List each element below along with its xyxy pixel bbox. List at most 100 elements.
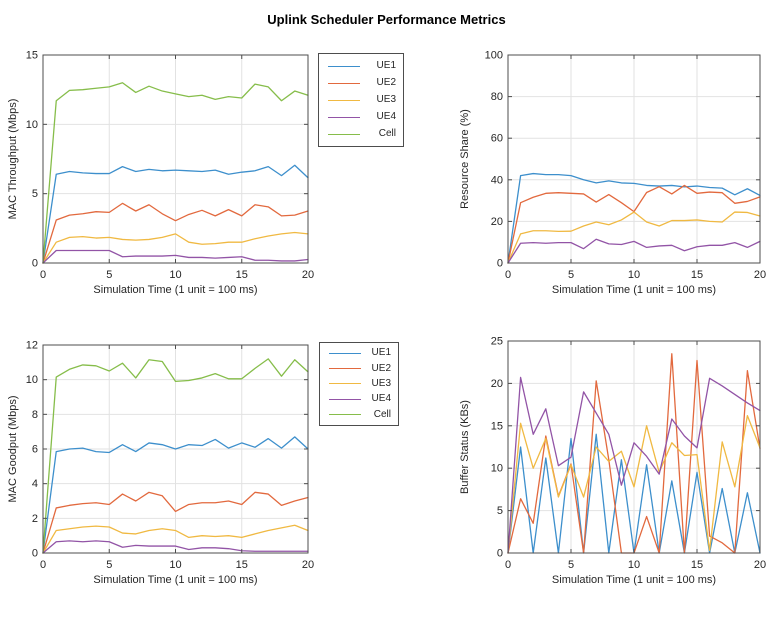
- legend-box-throughput: UE1 UE2 UE3 UE4 Cell: [318, 53, 404, 147]
- x-tick-label: 0: [505, 559, 511, 571]
- legend-label: UE1: [371, 347, 391, 359]
- legend-label: UE1: [376, 60, 396, 71]
- y-tick-label: 6: [32, 444, 38, 456]
- series-line-UE3: [42, 231, 309, 264]
- y-tick-label: 10: [26, 119, 38, 131]
- legend-line-sample: [328, 116, 360, 118]
- series-line-UE3: [42, 524, 309, 554]
- x-axis-label: Simulation Time (1 unit = 100 ms): [552, 574, 716, 586]
- y-axis-label: MAC Throughput (Mbps): [7, 99, 19, 220]
- series-line-UE4: [42, 249, 309, 264]
- y-tick-label: 12: [26, 340, 38, 352]
- x-tick-label: 10: [169, 559, 181, 571]
- series-line-UE1: [507, 172, 761, 264]
- legend-line-sample: [329, 368, 361, 370]
- legend-line-sample: [329, 383, 361, 385]
- plot-svg: 0 5 10 15 20 0 20 40 60 80 100 Simulation Time (1 u…: [459, 50, 766, 297]
- x-tick-label: 20: [754, 269, 766, 281]
- x-tick-label: 10: [628, 559, 640, 571]
- y-tick-label: 20: [491, 216, 503, 228]
- legend-label: Cell: [373, 408, 391, 420]
- legend-label: Cell: [378, 128, 396, 139]
- x-tick-label: 15: [691, 559, 703, 571]
- x-tick-label: 5: [106, 559, 112, 571]
- x-tick-label: 10: [628, 269, 640, 281]
- legend-line-sample: [328, 65, 360, 67]
- x-axis-label: Simulation Time (1 unit = 100 ms): [93, 284, 257, 296]
- legend-line-sample: [328, 133, 360, 135]
- chart-buffer-status: 0 5 10 15 20 0 5 10 15 20 25 Simulation Time (1 uni…: [420, 330, 773, 617]
- y-tick-label: 10: [491, 463, 503, 475]
- legend-item-UE2: UE2: [320, 362, 398, 374]
- legend-label: UE3: [376, 94, 396, 105]
- y-tick-label: 10: [26, 374, 38, 386]
- series-line-UE3: [507, 211, 761, 264]
- legend-label: UE4: [371, 393, 391, 405]
- legend-item-UE3: UE3: [319, 95, 403, 105]
- legend-line-sample: [329, 352, 361, 354]
- legend-item-Cell: Cell: [320, 408, 398, 420]
- legend-item-UE2: UE2: [319, 78, 403, 88]
- x-tick-label: 15: [691, 269, 703, 281]
- series-line-Cell: [42, 82, 309, 264]
- y-tick-label: 5: [32, 188, 38, 200]
- chart-resource-share: 0 5 10 15 20 0 20 40 60 80 100 Simulation Time (1 u…: [420, 40, 773, 330]
- series-line-UE2: [42, 491, 309, 554]
- legend-line-sample: [328, 99, 360, 101]
- series-line-Cell: [42, 358, 309, 554]
- x-tick-label: 0: [40, 559, 46, 571]
- legend-line-sample: [329, 398, 361, 400]
- plot-svg: 0 5 10 15 20 0 2 4 6 8 10 12 Simulation Time (1 unit…: [7, 340, 314, 587]
- legend-label: UE3: [371, 377, 391, 389]
- y-tick-label: 15: [26, 50, 38, 62]
- y-tick-label: 80: [491, 91, 503, 103]
- y-tick-label: 100: [485, 50, 503, 62]
- series-line-UE4: [507, 238, 761, 264]
- legend-item-UE1: UE1: [320, 348, 398, 358]
- figure-title: Uplink Scheduler Performance Metrics: [267, 12, 506, 27]
- x-tick-label: 5: [568, 559, 574, 571]
- y-tick-label: 15: [491, 420, 503, 432]
- y-tick-label: 0: [32, 548, 38, 560]
- y-tick-label: 40: [491, 174, 503, 186]
- series-line-UE1: [42, 436, 309, 554]
- x-tick-label: 20: [302, 269, 314, 281]
- legend-box-goodput: UE1 UE2 UE3 UE4 Cell: [319, 342, 399, 426]
- legend-line-sample: [328, 82, 360, 84]
- legend-item-UE3: UE3: [320, 377, 398, 389]
- y-tick-label: 2: [32, 513, 38, 525]
- legend-line-sample: [329, 414, 361, 416]
- plot-svg: 0 5 10 15 20 0 5 10 15 Simulation Time (1 unit = …: [7, 50, 314, 297]
- y-tick-label: 20: [491, 378, 503, 390]
- x-tick-label: 15: [236, 269, 248, 281]
- y-tick-label: 60: [491, 133, 503, 145]
- y-tick-label: 0: [497, 258, 503, 270]
- y-tick-label: 25: [491, 336, 503, 348]
- legend-item-UE1: UE1: [319, 61, 403, 71]
- x-tick-label: 5: [106, 269, 112, 281]
- y-axis-label: Resource Share (%): [459, 109, 471, 209]
- x-tick-label: 20: [302, 559, 314, 571]
- legend-label: UE2: [371, 362, 391, 374]
- x-tick-label: 5: [568, 269, 574, 281]
- x-tick-label: 0: [505, 269, 511, 281]
- x-tick-label: 20: [754, 559, 766, 571]
- x-tick-label: 10: [169, 269, 181, 281]
- legend-item-UE4: UE4: [319, 112, 403, 122]
- y-tick-label: 8: [32, 409, 38, 421]
- legend-label: UE2: [376, 77, 396, 88]
- legend-item-Cell: Cell: [319, 129, 403, 139]
- y-tick-label: 4: [32, 478, 38, 490]
- plot-svg: 0 5 10 15 20 0 5 10 15 20 25 Simulation Time (1 uni…: [459, 336, 766, 587]
- y-tick-label: 0: [32, 258, 38, 270]
- x-tick-label: 15: [236, 559, 248, 571]
- x-tick-label: 0: [40, 269, 46, 281]
- x-axis-label: Simulation Time (1 unit = 100 ms): [93, 574, 257, 586]
- series-line-UE3: [507, 414, 761, 554]
- y-tick-label: 5: [497, 505, 503, 517]
- y-tick-label: 0: [497, 548, 503, 560]
- series-line-UE4: [42, 540, 309, 554]
- legend-label: UE4: [376, 111, 396, 122]
- chart-mac-goodput: 0 5 10 15 20 0 2 4 6 8 10 12 Simulation Time (1 unit…: [0, 330, 420, 617]
